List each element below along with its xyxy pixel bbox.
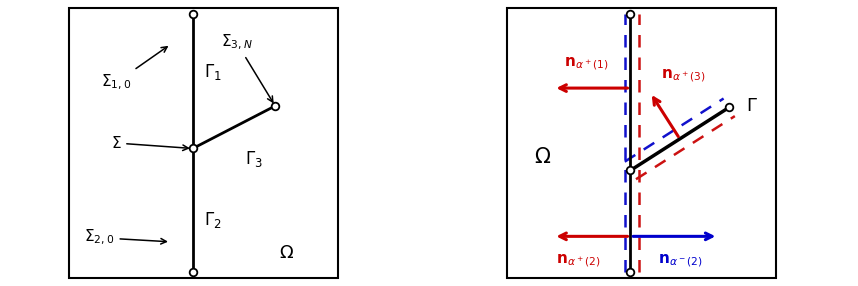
Text: $\Sigma_{3,N}$: $\Sigma_{3,N}$ — [221, 33, 273, 102]
Text: $\Gamma_3$: $\Gamma_3$ — [245, 150, 263, 170]
Text: $\mathbf{n}_{\alpha^+(3)}$: $\mathbf{n}_{\alpha^+(3)}$ — [662, 68, 705, 84]
Text: $\Gamma_2$: $\Gamma_2$ — [203, 210, 221, 230]
Text: $\Omega$: $\Omega$ — [279, 244, 293, 262]
FancyBboxPatch shape — [507, 9, 776, 277]
Text: $\Sigma_{1,0}$: $\Sigma_{1,0}$ — [101, 47, 167, 92]
FancyBboxPatch shape — [69, 9, 338, 277]
Text: $\Sigma$: $\Sigma$ — [111, 135, 188, 151]
Text: $\mathbf{n}_{\alpha^+(1)}$: $\mathbf{n}_{\alpha^+(1)}$ — [565, 55, 608, 72]
Text: $\mathbf{n}_{\alpha^-(2)}$: $\mathbf{n}_{\alpha^-(2)}$ — [658, 253, 702, 269]
Text: $\Gamma_1$: $\Gamma_1$ — [203, 61, 221, 82]
Text: $\mathbf{n}_{\alpha^+(2)}$: $\mathbf{n}_{\alpha^+(2)}$ — [556, 253, 601, 269]
Text: $\Sigma_{2,0}$: $\Sigma_{2,0}$ — [84, 228, 166, 247]
Text: $\Omega$: $\Omega$ — [534, 147, 551, 167]
Text: $\Gamma$: $\Gamma$ — [746, 97, 758, 115]
